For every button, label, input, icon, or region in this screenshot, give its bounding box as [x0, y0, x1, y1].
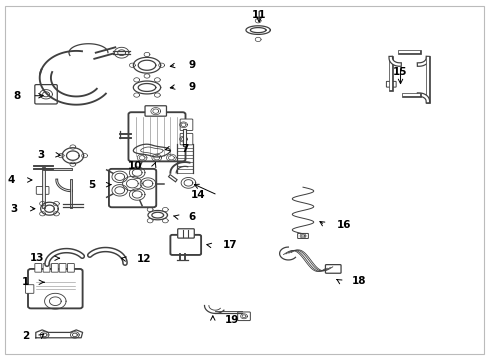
FancyBboxPatch shape	[43, 264, 50, 272]
FancyBboxPatch shape	[109, 169, 156, 207]
Text: 8: 8	[13, 91, 20, 101]
FancyBboxPatch shape	[67, 264, 74, 272]
Text: 5: 5	[88, 180, 96, 190]
Text: 11: 11	[251, 10, 266, 20]
Text: 9: 9	[188, 82, 195, 92]
Text: 13: 13	[30, 253, 44, 263]
Text: 4: 4	[8, 175, 15, 185]
FancyBboxPatch shape	[170, 235, 201, 255]
FancyBboxPatch shape	[59, 264, 66, 272]
Text: 1: 1	[21, 277, 29, 287]
Text: 12: 12	[137, 254, 151, 264]
Text: 9: 9	[188, 60, 195, 70]
FancyBboxPatch shape	[325, 265, 340, 273]
FancyBboxPatch shape	[128, 112, 185, 161]
Text: 3: 3	[10, 204, 18, 214]
FancyBboxPatch shape	[180, 119, 192, 131]
FancyBboxPatch shape	[51, 264, 58, 272]
FancyBboxPatch shape	[237, 312, 250, 320]
Text: 6: 6	[188, 212, 195, 221]
Text: 2: 2	[21, 331, 29, 341]
FancyBboxPatch shape	[386, 81, 395, 87]
FancyBboxPatch shape	[28, 269, 82, 309]
Text: 15: 15	[392, 67, 407, 77]
Text: 18: 18	[351, 276, 366, 286]
Text: 7: 7	[181, 144, 188, 154]
Text: 16: 16	[336, 220, 351, 230]
Text: 17: 17	[222, 240, 237, 250]
FancyBboxPatch shape	[297, 233, 308, 238]
FancyBboxPatch shape	[177, 229, 194, 238]
Text: 3: 3	[37, 150, 44, 160]
Polygon shape	[36, 330, 82, 338]
FancyBboxPatch shape	[35, 85, 57, 104]
FancyBboxPatch shape	[25, 285, 34, 293]
Text: 10: 10	[127, 161, 142, 171]
FancyBboxPatch shape	[145, 106, 166, 116]
FancyBboxPatch shape	[180, 134, 192, 145]
Text: 19: 19	[224, 315, 239, 325]
Text: 14: 14	[190, 190, 205, 200]
FancyBboxPatch shape	[36, 186, 49, 194]
FancyBboxPatch shape	[35, 264, 41, 272]
